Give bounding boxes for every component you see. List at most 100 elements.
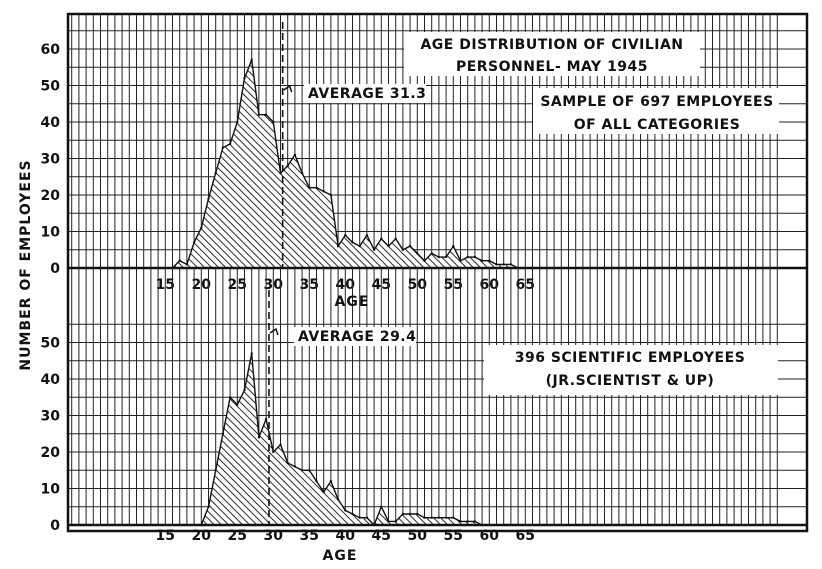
y-tick-label: 50 — [41, 336, 61, 352]
y-tick-label: 30 — [41, 152, 61, 168]
data-point — [394, 520, 397, 523]
data-point — [293, 153, 297, 157]
data-point — [394, 237, 397, 240]
data-point — [351, 512, 354, 516]
distribution-area — [170, 57, 519, 269]
data-point — [473, 255, 477, 259]
data-point — [308, 469, 311, 472]
chart-title-line: AGE DISTRIBUTION OF CIVILIAN — [420, 37, 683, 53]
data-point — [207, 197, 210, 200]
data-point — [401, 512, 405, 516]
data-point — [322, 490, 325, 494]
data-point — [250, 352, 253, 355]
data-point — [488, 259, 491, 262]
x-tick-label: 15 — [156, 528, 175, 544]
data-point — [365, 516, 369, 519]
x-tick-label: 20 — [192, 528, 212, 544]
data-point — [459, 259, 462, 262]
data-point — [344, 234, 347, 237]
average-label: AVERAGE 29.4 — [298, 329, 416, 345]
data-point — [372, 248, 376, 251]
y-tick-label: 0 — [50, 518, 60, 534]
x-tick-label: 55 — [444, 528, 463, 544]
data-point — [279, 443, 282, 446]
data-point — [423, 259, 426, 262]
y-tick-label: 30 — [41, 409, 61, 425]
chart-subtitle-line: 396 SCIENTIFIC EMPLOYEES — [515, 350, 746, 366]
data-point — [286, 461, 289, 465]
average-pointer — [283, 84, 293, 93]
data-point — [329, 193, 333, 197]
data-point — [293, 465, 297, 468]
data-point — [416, 252, 419, 255]
data-point — [380, 237, 383, 240]
data-point — [437, 255, 441, 259]
x-tick-label: 25 — [228, 528, 247, 544]
data-points — [171, 58, 520, 270]
data-point — [452, 516, 455, 519]
data-point — [243, 77, 246, 80]
y-tick-label: 10 — [41, 482, 61, 498]
data-point — [286, 164, 289, 167]
chart-subtitle-line: SAMPLE OF 697 EMPLOYEES — [540, 94, 773, 110]
data-point — [185, 263, 189, 266]
data-point — [257, 436, 261, 439]
y-tick-label: 20 — [41, 445, 61, 461]
subtitle-bg — [484, 345, 778, 395]
data-point — [243, 388, 246, 392]
data-point — [401, 248, 405, 251]
x-tick-label: 40 — [336, 528, 356, 544]
data-point — [408, 244, 412, 248]
x-tick-label: 35 — [300, 528, 319, 544]
data-point — [344, 509, 347, 512]
data-point — [329, 480, 333, 483]
average-label: AVERAGE 31.3 — [308, 86, 426, 102]
data-point — [228, 396, 232, 399]
y-tick-label: 50 — [41, 79, 61, 95]
y-axis-title: NUMBER OF EMPLOYEES — [18, 159, 34, 370]
data-point — [437, 516, 441, 519]
data-point — [236, 403, 239, 406]
data-point — [452, 244, 455, 248]
y-tick-label: 10 — [41, 225, 61, 241]
x-axis-title-bottom: AGE — [323, 548, 358, 564]
data-point — [365, 234, 369, 237]
data-point — [444, 255, 448, 259]
subtitle-bg — [533, 88, 779, 134]
y-tick-label: 60 — [41, 42, 61, 58]
data-point — [444, 516, 448, 519]
data-point — [358, 244, 361, 248]
data-point — [315, 186, 318, 189]
y-tick-label: 40 — [41, 372, 61, 388]
data-point — [264, 417, 268, 421]
data-point — [214, 469, 217, 472]
x-axis-title-top: AGE — [335, 294, 370, 310]
average-label-bg — [304, 84, 426, 103]
x-tick-label: 30 — [264, 528, 284, 544]
data-point — [264, 113, 268, 116]
data-point — [495, 263, 498, 266]
data-point — [430, 252, 433, 255]
data-point — [200, 226, 203, 229]
average-pointer — [269, 327, 279, 336]
data-point — [336, 244, 340, 248]
y-tick-label: 0 — [50, 261, 60, 277]
data-point — [336, 498, 340, 501]
data-point — [236, 120, 239, 124]
data-point — [387, 520, 390, 523]
data-point — [300, 469, 304, 472]
data-point — [466, 520, 469, 523]
data-point — [387, 244, 390, 248]
data-point — [207, 505, 210, 508]
data-point — [351, 241, 354, 244]
data-point — [480, 259, 484, 262]
data-point — [228, 142, 232, 146]
data-point — [322, 190, 325, 193]
data-point — [279, 171, 282, 175]
data-point — [178, 259, 181, 262]
data-point — [430, 516, 433, 519]
y-tick-label: 20 — [41, 188, 61, 204]
data-point — [502, 263, 505, 266]
data-point — [300, 171, 304, 175]
